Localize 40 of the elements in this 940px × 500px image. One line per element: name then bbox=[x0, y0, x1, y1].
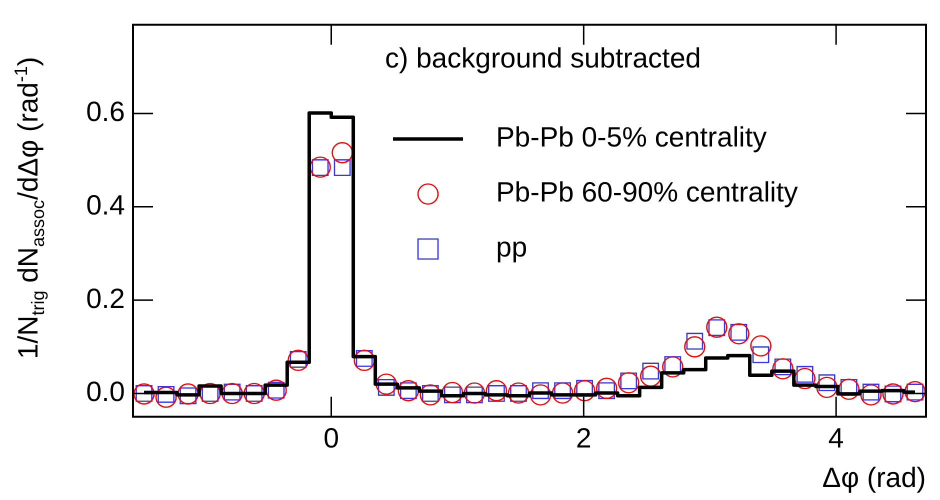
point bbox=[354, 350, 375, 371]
point bbox=[838, 378, 860, 400]
y-tick-label: 0.2 bbox=[86, 282, 125, 314]
x-tick-label: 2 bbox=[576, 422, 592, 454]
point bbox=[177, 383, 199, 405]
legend-label: pp bbox=[496, 232, 528, 263]
legend-label: Pb-Pb 60-90% centrality bbox=[496, 176, 798, 208]
point bbox=[376, 373, 397, 395]
point bbox=[155, 386, 177, 408]
point bbox=[530, 384, 552, 406]
point bbox=[464, 382, 486, 404]
x-tick-label: 0 bbox=[323, 422, 340, 454]
point bbox=[642, 362, 660, 380]
point bbox=[332, 142, 353, 164]
point bbox=[662, 356, 684, 378]
point bbox=[860, 384, 882, 406]
point bbox=[420, 384, 442, 406]
point bbox=[486, 380, 508, 402]
point bbox=[640, 366, 662, 387]
point bbox=[334, 159, 351, 176]
point bbox=[750, 335, 772, 357]
point bbox=[772, 358, 794, 380]
y-tick-label: 0.4 bbox=[86, 190, 125, 221]
point bbox=[442, 382, 464, 404]
point bbox=[552, 382, 574, 404]
point bbox=[752, 346, 770, 364]
point bbox=[618, 372, 640, 394]
point bbox=[596, 378, 618, 399]
x-tick-label: 4 bbox=[828, 422, 844, 454]
point bbox=[684, 336, 706, 358]
point bbox=[816, 376, 838, 398]
point bbox=[794, 368, 816, 390]
point bbox=[728, 323, 750, 344]
y-tick-label: 0.0 bbox=[86, 376, 125, 408]
point bbox=[574, 380, 596, 402]
y-tick-label: 0.6 bbox=[86, 96, 125, 128]
point bbox=[221, 382, 243, 404]
x-axis-title: Δφ (rad) bbox=[822, 462, 926, 493]
annotation: c) background subtracted bbox=[385, 42, 701, 74]
legend-label: Pb-Pb 0-5% centrality bbox=[496, 122, 767, 153]
